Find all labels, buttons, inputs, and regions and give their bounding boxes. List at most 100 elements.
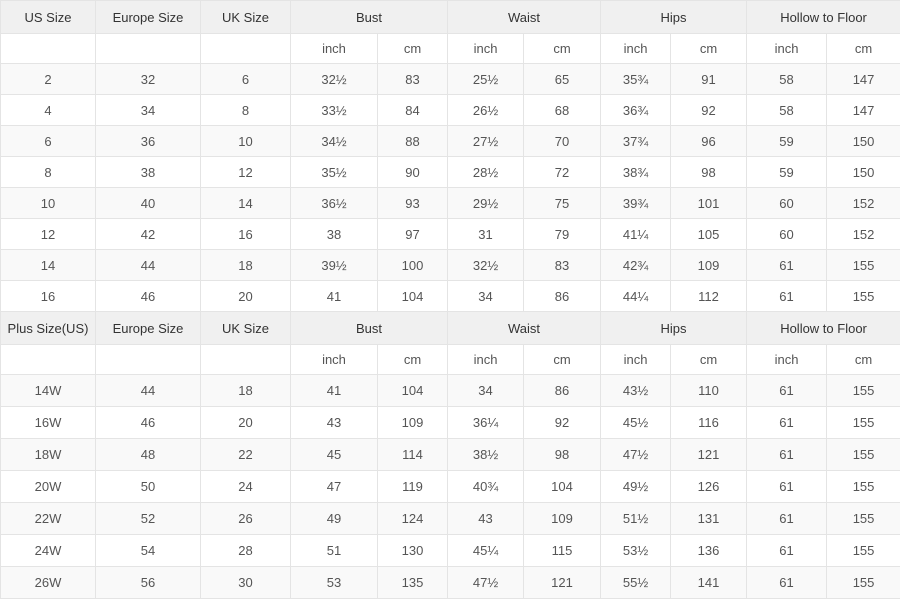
table-cell: 16 bbox=[1, 281, 96, 312]
table-cell: 43 bbox=[291, 407, 378, 439]
table-cell: 61 bbox=[747, 407, 827, 439]
table-cell: 31 bbox=[448, 219, 524, 250]
table-cell: 22 bbox=[201, 439, 291, 471]
table-cell: 141 bbox=[671, 567, 747, 599]
table-cell: 114 bbox=[378, 439, 448, 471]
table-cell: 61 bbox=[747, 535, 827, 567]
table-cell: 60 bbox=[747, 188, 827, 219]
table-cell: 2 bbox=[1, 64, 96, 95]
table-cell: 47 bbox=[291, 471, 378, 503]
table-cell: 26½ bbox=[448, 95, 524, 126]
table-cell: 109 bbox=[524, 503, 601, 535]
empty-cell bbox=[96, 345, 201, 375]
table-cell: 39½ bbox=[291, 250, 378, 281]
table-cell: 93 bbox=[378, 188, 448, 219]
table-cell: 43 bbox=[448, 503, 524, 535]
table-cell: 40¾ bbox=[448, 471, 524, 503]
table-cell: 32½ bbox=[291, 64, 378, 95]
table-cell: 79 bbox=[524, 219, 601, 250]
table-cell: 155 bbox=[827, 250, 900, 281]
col-header-uk-size: UK Size bbox=[201, 1, 291, 34]
col-header-europe-size: Europe Size bbox=[96, 312, 201, 345]
table-cell: 26W bbox=[1, 567, 96, 599]
col-header-bust: Bust bbox=[291, 312, 448, 345]
table-cell: 24 bbox=[201, 471, 291, 503]
table-cell: 105 bbox=[671, 219, 747, 250]
table-cell: 155 bbox=[827, 503, 900, 535]
table-cell: 37¾ bbox=[601, 126, 671, 157]
table-cell: 155 bbox=[827, 471, 900, 503]
table-cell: 47½ bbox=[601, 439, 671, 471]
table-cell: 36¼ bbox=[448, 407, 524, 439]
table-cell: 130 bbox=[378, 535, 448, 567]
table-cell: 38 bbox=[291, 219, 378, 250]
table-cell: 22W bbox=[1, 503, 96, 535]
table-cell: 51 bbox=[291, 535, 378, 567]
table-cell: 97 bbox=[378, 219, 448, 250]
table-cell: 92 bbox=[524, 407, 601, 439]
table-cell: 92 bbox=[671, 95, 747, 126]
table-cell: 16W bbox=[1, 407, 96, 439]
table-cell: 14W bbox=[1, 375, 96, 407]
col-header-bust: Bust bbox=[291, 1, 448, 34]
col-header-waist: Waist bbox=[448, 312, 601, 345]
table-cell: 152 bbox=[827, 219, 900, 250]
unit-label-cm: cm bbox=[378, 345, 448, 375]
table-cell: 61 bbox=[747, 471, 827, 503]
table-cell: 61 bbox=[747, 281, 827, 312]
table-cell: 16 bbox=[201, 219, 291, 250]
empty-cell bbox=[201, 34, 291, 64]
col-header-hollow-to-floor: Hollow to Floor bbox=[747, 312, 900, 345]
table-cell: 109 bbox=[671, 250, 747, 281]
table-cell: 147 bbox=[827, 95, 900, 126]
table-cell: 49½ bbox=[601, 471, 671, 503]
table-cell: 12 bbox=[1, 219, 96, 250]
table-cell: 61 bbox=[747, 250, 827, 281]
col-header-waist: Waist bbox=[448, 1, 601, 34]
table-cell: 41 bbox=[291, 281, 378, 312]
table-cell: 42 bbox=[96, 219, 201, 250]
col-header-europe-size: Europe Size bbox=[96, 1, 201, 34]
unit-label-cm: cm bbox=[524, 34, 601, 64]
col-header-hips: Hips bbox=[601, 1, 747, 34]
empty-cell bbox=[96, 34, 201, 64]
table-cell: 53 bbox=[291, 567, 378, 599]
table-cell: 45 bbox=[291, 439, 378, 471]
table-cell: 68 bbox=[524, 95, 601, 126]
table-cell: 51½ bbox=[601, 503, 671, 535]
unit-label-cm: cm bbox=[524, 345, 601, 375]
table-cell: 54 bbox=[96, 535, 201, 567]
table-cell: 126 bbox=[671, 471, 747, 503]
table-cell: 91 bbox=[671, 64, 747, 95]
table-cell: 116 bbox=[671, 407, 747, 439]
table-cell: 155 bbox=[827, 439, 900, 471]
table-cell: 36½ bbox=[291, 188, 378, 219]
table-cell: 18W bbox=[1, 439, 96, 471]
table-cell: 110 bbox=[671, 375, 747, 407]
unit-label-cm: cm bbox=[671, 34, 747, 64]
table-cell: 44 bbox=[96, 375, 201, 407]
col-header-us-size: US Size bbox=[1, 1, 96, 34]
table-cell: 10 bbox=[201, 126, 291, 157]
table-cell: 60 bbox=[747, 219, 827, 250]
table-cell: 155 bbox=[827, 535, 900, 567]
table-cell: 135 bbox=[378, 567, 448, 599]
unit-row: inch cm inch cm inch cm inch cm bbox=[1, 345, 900, 375]
table-cell: 90 bbox=[378, 157, 448, 188]
unit-label-inch: inch bbox=[601, 345, 671, 375]
table-cell: 155 bbox=[827, 375, 900, 407]
unit-label-inch: inch bbox=[747, 34, 827, 64]
table-cell: 104 bbox=[378, 281, 448, 312]
header-row: US Size Europe Size UK Size Bust Waist H… bbox=[1, 1, 900, 34]
table-cell: 155 bbox=[827, 407, 900, 439]
table-cell: 98 bbox=[671, 157, 747, 188]
